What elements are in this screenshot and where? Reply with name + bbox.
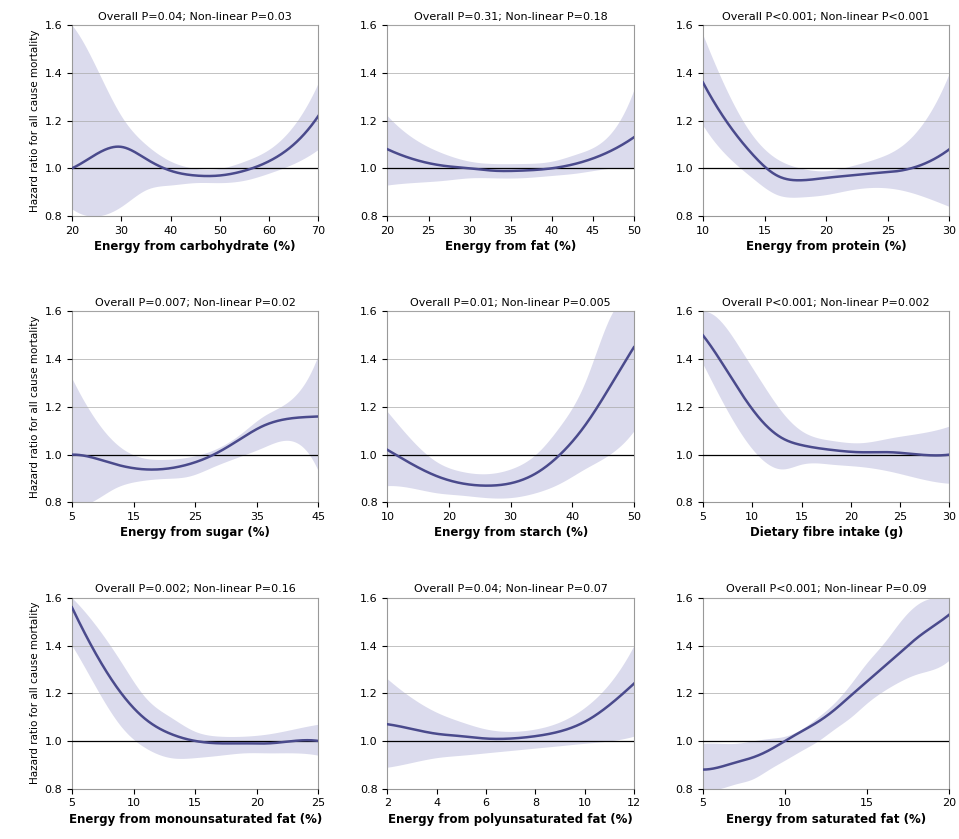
- Title: Overall P=0.04; Non-linear P=0.03: Overall P=0.04; Non-linear P=0.03: [98, 12, 292, 22]
- X-axis label: Energy from carbohydrate (%): Energy from carbohydrate (%): [94, 240, 296, 253]
- X-axis label: Dietary fibre intake (g): Dietary fibre intake (g): [750, 526, 902, 539]
- Title: Overall P=0.01; Non-linear P=0.005: Overall P=0.01; Non-linear P=0.005: [410, 298, 611, 308]
- Title: Overall P<0.001; Non-linear P=0.002: Overall P<0.001; Non-linear P=0.002: [722, 298, 930, 308]
- X-axis label: Energy from sugar (%): Energy from sugar (%): [120, 526, 270, 539]
- Y-axis label: Hazard ratio for all cause mortality: Hazard ratio for all cause mortality: [31, 29, 40, 212]
- Y-axis label: Hazard ratio for all cause mortality: Hazard ratio for all cause mortality: [31, 315, 40, 498]
- X-axis label: Energy from fat (%): Energy from fat (%): [445, 240, 576, 253]
- Title: Overall P=0.002; Non-linear P=0.16: Overall P=0.002; Non-linear P=0.16: [95, 584, 295, 594]
- Title: Overall P<0.001; Non-linear P<0.001: Overall P<0.001; Non-linear P<0.001: [722, 12, 930, 22]
- X-axis label: Energy from polyunsaturated fat (%): Energy from polyunsaturated fat (%): [388, 812, 633, 826]
- X-axis label: Energy from monounsaturated fat (%): Energy from monounsaturated fat (%): [68, 812, 322, 826]
- Title: Overall P=0.04; Non-linear P=0.07: Overall P=0.04; Non-linear P=0.07: [413, 584, 608, 594]
- Title: Overall P=0.31; Non-linear P=0.18: Overall P=0.31; Non-linear P=0.18: [413, 12, 608, 22]
- X-axis label: Energy from saturated fat (%): Energy from saturated fat (%): [726, 812, 926, 826]
- X-axis label: Energy from protein (%): Energy from protein (%): [746, 240, 906, 253]
- Title: Overall P=0.007; Non-linear P=0.02: Overall P=0.007; Non-linear P=0.02: [95, 298, 295, 308]
- X-axis label: Energy from starch (%): Energy from starch (%): [433, 526, 588, 539]
- Title: Overall P<0.001; Non-linear P=0.09: Overall P<0.001; Non-linear P=0.09: [726, 584, 926, 594]
- Y-axis label: Hazard ratio for all cause mortality: Hazard ratio for all cause mortality: [31, 602, 40, 784]
